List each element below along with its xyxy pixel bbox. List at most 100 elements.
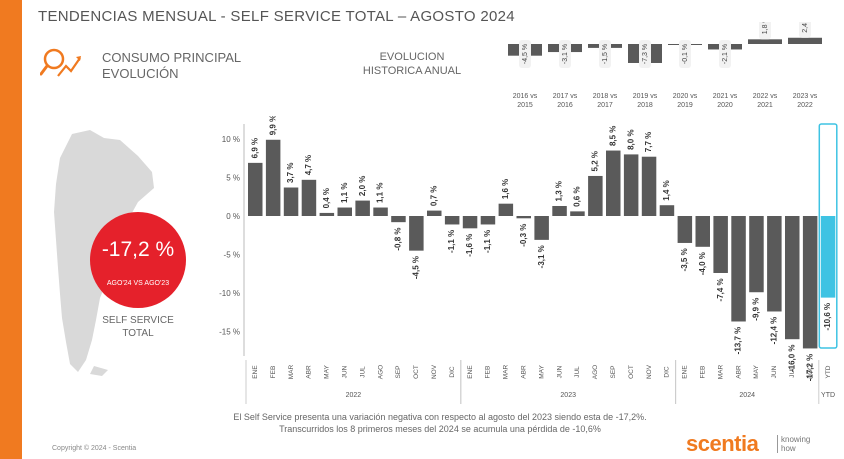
evol-line-2: HISTORICA ANUAL (362, 65, 462, 77)
bar-data-label: -4,0 % (698, 252, 707, 275)
annual-bar (748, 39, 782, 44)
annual-category-label: 2020 (717, 102, 733, 109)
map-island (90, 366, 108, 376)
month-label: AGO (807, 365, 814, 379)
kpi-comparison: AGO'24 VS AGO'23 (106, 280, 170, 287)
y-tick-label: 10 % (222, 135, 240, 144)
month-label: NOV (431, 364, 438, 379)
month-label: MAY (753, 365, 760, 379)
month-label: MAR (717, 364, 724, 379)
bar (427, 210, 442, 216)
footnote-line-2: Transcurridos los 8 primeros meses del 2… (279, 424, 601, 434)
month-label: AGO (377, 365, 384, 379)
month-label: DIC (449, 366, 456, 378)
month-label: OCT (628, 365, 635, 379)
y-tick-label: 0 % (226, 212, 240, 221)
section-heading: CONSUMO PRINCIPAL EVOLUCIÓN (102, 50, 241, 82)
bar-data-label: 8,0 % (626, 129, 635, 149)
bar-data-label: 1,4 % (662, 180, 671, 200)
annual-label-pill (559, 40, 571, 68)
month-label: FEB (485, 366, 492, 379)
annual-category-label: 2023 vs (793, 93, 818, 100)
bar (731, 216, 746, 322)
bar-data-label: -3,5 % (680, 248, 689, 271)
bar (373, 207, 388, 216)
bar (265, 139, 281, 216)
bar (695, 216, 710, 247)
annual-category-label: 2017 (597, 102, 613, 109)
kpi-label-line-2: TOTAL (122, 328, 154, 339)
bar-data-label: 1,3 % (555, 181, 564, 201)
bar (283, 187, 299, 216)
accent-side-bar (0, 0, 22, 459)
bar (552, 205, 567, 216)
bar-data-label: -4,5 % (411, 256, 420, 279)
annual-data-label: -7,3 % (642, 44, 649, 64)
bar (409, 216, 424, 251)
bar (785, 216, 800, 340)
bar (767, 216, 782, 312)
bar (713, 216, 728, 273)
annual-category-label: 2019 vs (633, 93, 658, 100)
bar (462, 216, 478, 229)
month-label: JUN (771, 365, 778, 378)
page-title: TENDENCIAS MENSUAL - SELF SERVICE TOTAL … (38, 8, 515, 25)
bar (498, 203, 514, 216)
bar-data-label: -16,0 % (787, 344, 796, 372)
monthly-trend-chart: 10 % 5 % 0 % -5 % -10 % -15 % 6,9 % ENE 9,9 % FEB… (219, 116, 838, 404)
bar-data-label: 2,0 % (358, 176, 367, 196)
consumo-line-1: CONSUMO PRINCIPAL (102, 50, 242, 65)
month-label: ENE (252, 365, 259, 379)
month-label: OCT (413, 365, 420, 379)
bar-data-label: -1,1 % (483, 230, 492, 253)
annual-data-label: 1,8 % (762, 22, 769, 34)
annual-label-pill (639, 40, 651, 68)
month-label: MAR (503, 364, 510, 379)
bar-data-label: 5,2 % (590, 151, 599, 171)
bar-data-label: 1,6 % (501, 179, 510, 199)
bar-data-label: -0,8 % (394, 227, 403, 250)
bar (641, 156, 657, 216)
annual-category-label: 2019 (677, 102, 693, 109)
annual-category-label: 2020 vs (673, 93, 698, 100)
bar (301, 179, 317, 216)
bar (480, 216, 496, 225)
bar (319, 212, 335, 216)
month-label: NOV (646, 364, 653, 379)
bar-data-label: -7,4 % (716, 278, 725, 301)
magnifier-trend-icon (40, 48, 81, 77)
month-label: MAR (288, 364, 295, 379)
bar-data-label: -9,9 % (752, 298, 761, 321)
bar-data-label: 6,9 % (250, 138, 259, 158)
month-label: JUL (574, 366, 581, 378)
footnote: El Self Service presenta una variación n… (200, 411, 680, 435)
annual-category-label: 2015 (517, 102, 533, 109)
bar (659, 205, 675, 216)
month-label: ABR (306, 365, 313, 379)
tagline-line-1: knowing (781, 435, 811, 444)
bar (391, 216, 406, 223)
annual-category-label: 2018 (637, 102, 653, 109)
month-label: SEP (610, 365, 617, 378)
bar (337, 207, 352, 216)
month-label: JUN (341, 365, 348, 378)
annual-label-pill (679, 40, 691, 68)
bar (606, 150, 621, 216)
footnote-line-1: El Self Service presenta una variación n… (233, 412, 647, 422)
bar-data-label: 0,4 % (322, 188, 331, 208)
annual-category-label: 2016 vs (513, 93, 538, 100)
kpi-circle: -17,2 % AGO'24 VS AGO'23 (90, 212, 186, 308)
month-label: JUN (556, 365, 563, 378)
copyright: Copyright © 2024 - Scentia (52, 445, 137, 452)
evol-line-1: EVOLUCION (379, 51, 445, 63)
annual-label-pill (519, 40, 531, 68)
year-label: 2023 (560, 392, 576, 399)
kpi-value: -17,2 % (101, 238, 175, 261)
bar (623, 154, 639, 216)
bar (820, 216, 836, 298)
annual-data-label: 2,4 % (802, 22, 809, 33)
annual-chart-heading: EVOLUCION HISTORICA ANUAL (352, 50, 472, 78)
annual-category-label: 2021 vs (713, 93, 738, 100)
bar (355, 200, 370, 216)
month-label: FEB (270, 366, 277, 379)
